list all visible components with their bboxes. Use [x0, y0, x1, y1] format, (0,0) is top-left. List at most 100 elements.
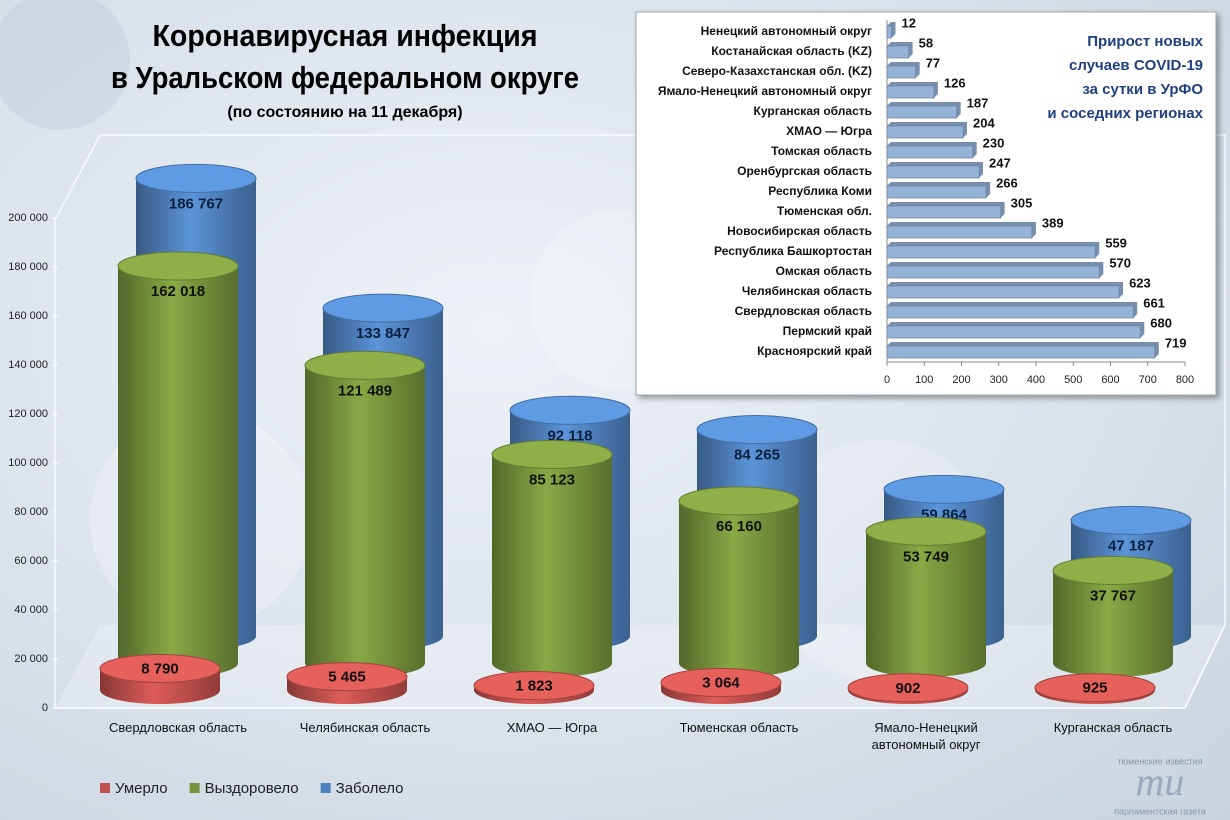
- bar: [886, 285, 1120, 299]
- legend-label: Выздоровело: [205, 780, 299, 797]
- title: в Уральском федеральном округе: [111, 60, 579, 95]
- value-label: 58: [919, 35, 933, 50]
- y-tick-label: Омская область: [776, 264, 872, 278]
- bar: [886, 165, 980, 179]
- value-label: 187: [967, 95, 989, 110]
- x-tick-label: Челябинская область: [299, 720, 431, 735]
- value-label: 133 847: [356, 325, 410, 342]
- value-label: 186 767: [169, 195, 223, 212]
- cylinder-top: [99, 653, 221, 683]
- cylinder: [305, 365, 425, 677]
- logo-mark: ти: [1136, 759, 1185, 804]
- cylinder-top: [322, 293, 444, 323]
- cylinder-top: [135, 163, 257, 193]
- value-label: 77: [926, 55, 940, 70]
- cylinder-top: [117, 251, 239, 281]
- bar: [886, 265, 1100, 279]
- bar: [886, 205, 1002, 219]
- x-tick-label: 200: [952, 374, 970, 386]
- legend-swatch: [100, 783, 110, 793]
- y-tick-label: Республика Коми: [768, 184, 872, 198]
- cylinder-top: [491, 439, 613, 469]
- wall-edge: [54, 134, 1226, 708]
- legend-swatch: [320, 783, 331, 793]
- y-tick-label: Пермский край: [783, 324, 872, 338]
- cylinder-top: [1052, 555, 1174, 585]
- y-tick-label: Свердловская область: [735, 304, 872, 318]
- cylinder-top: [1034, 673, 1156, 703]
- value-label: 204: [973, 115, 995, 130]
- value-label: 37 767: [1090, 587, 1136, 604]
- y-tick-label: Красноярский край: [757, 344, 872, 358]
- y-tick-label: Челябинская область: [742, 284, 872, 298]
- y-tick-label: 200 000: [8, 212, 48, 224]
- value-label: 719: [1165, 335, 1187, 350]
- cylinder-top: [696, 415, 818, 445]
- value-label: 247: [989, 155, 1011, 170]
- y-tick-label: Оренбургская область: [737, 164, 872, 178]
- value-label: 559: [1105, 235, 1127, 250]
- x-tick-label: 600: [1101, 374, 1119, 386]
- value-label: 570: [1109, 255, 1131, 270]
- value-label: 85 123: [529, 471, 575, 488]
- x-tick-label: 0: [884, 374, 890, 386]
- y-tick-label: Новосибирская область: [727, 224, 872, 238]
- floor-edge: [55, 624, 1226, 709]
- bar: [886, 25, 892, 39]
- value-label: 66 160: [716, 518, 762, 535]
- x-tick-label: Ямало-Ненецкий автономный округ: [871, 720, 981, 752]
- value-label: 623: [1129, 275, 1151, 290]
- value-label: 8 790: [141, 660, 179, 677]
- x-tick-label: 800: [1176, 374, 1194, 386]
- cylinder-top: [678, 486, 800, 516]
- bar: [886, 105, 958, 119]
- bar: [886, 305, 1134, 319]
- cylinder: [492, 454, 612, 677]
- cylinder-top: [509, 395, 631, 425]
- y-tick-label: Тюменская обл.: [777, 204, 872, 218]
- value-label: 305: [1011, 195, 1033, 210]
- background-virus: [0, 0, 130, 130]
- y-tick-label: 180 000: [8, 261, 48, 273]
- value-label: 389: [1042, 215, 1064, 230]
- inset-title: Прирост новых: [1087, 33, 1203, 50]
- value-label: 925: [1082, 680, 1107, 697]
- value-label: 902: [895, 680, 920, 697]
- y-tick-label: 0: [42, 702, 48, 714]
- y-tick-label: 140 000: [8, 359, 48, 371]
- x-tick-label: 700: [1139, 374, 1157, 386]
- bar: [886, 145, 974, 159]
- cylinder-top: [286, 662, 408, 692]
- legend-swatch: [189, 783, 200, 793]
- x-tick-label: Свердловская область: [108, 720, 248, 735]
- value-label: 5 465: [328, 669, 366, 686]
- title: Коронавирусная инфекция: [153, 18, 538, 53]
- y-tick-label: Ямало-Ненецкий автономный округ: [658, 84, 872, 98]
- value-label: 126: [944, 75, 966, 90]
- x-tick-label: 500: [1064, 374, 1082, 386]
- x-tick-label: 300: [990, 374, 1008, 386]
- inset-title: за сутки в УрФО: [1082, 81, 1203, 98]
- bar: [886, 45, 910, 59]
- value-label: 12: [901, 15, 915, 30]
- y-tick-label: 40 000: [14, 604, 48, 616]
- bar: [886, 325, 1141, 339]
- bar: [886, 225, 1033, 239]
- y-tick-label: 60 000: [14, 555, 48, 567]
- cylinder-top: [304, 350, 426, 380]
- x-tick-label: 400: [1027, 374, 1045, 386]
- y-tick-label: ХМАО — Югра: [786, 124, 872, 138]
- value-label: 266: [996, 175, 1018, 190]
- bar: [886, 185, 987, 199]
- x-tick-label: 100: [915, 374, 933, 386]
- legend-label: Заболело: [336, 780, 404, 797]
- y-tick-label: Курганская область: [754, 104, 872, 118]
- y-tick-label: Ненецкий автономный округ: [701, 24, 872, 38]
- y-tick-label: 100 000: [8, 457, 48, 469]
- value-label: 47 187: [1108, 537, 1154, 554]
- logo-text: тюменские известия: [1117, 756, 1202, 766]
- logo-text: парламентская газета: [1114, 806, 1206, 816]
- value-label: 53 749: [903, 548, 949, 565]
- y-tick-label: 120 000: [8, 408, 48, 420]
